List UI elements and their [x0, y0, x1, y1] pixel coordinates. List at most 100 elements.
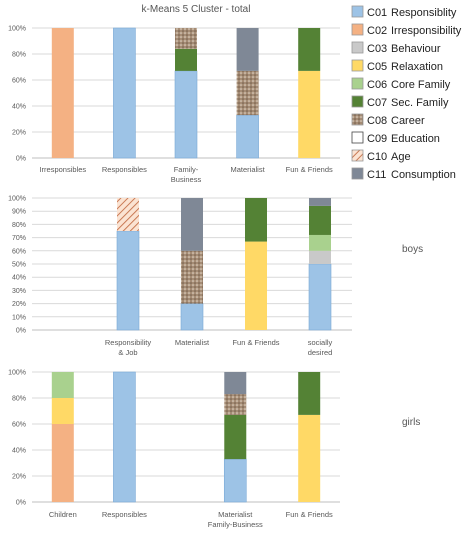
legend-code: C07	[367, 97, 387, 109]
bar-segment-c05	[298, 414, 321, 502]
x-category-label: socially	[308, 338, 333, 347]
legend-label: Career	[391, 115, 425, 127]
bar-segment-c06	[309, 234, 331, 251]
legend-swatch	[351, 131, 364, 144]
chart-panel-2: 0% 10% 20% 30% 40% 50% 60% 70% 80% 90% 100% Respons…	[8, 196, 423, 358]
legend-item-c10: C10 Age	[351, 149, 411, 163]
y-tick-label: 100%	[8, 26, 26, 33]
y-tick-label: 40%	[12, 275, 26, 282]
bar-segment-c01	[113, 27, 136, 159]
chart-title: k-Means 5 Cluster - total	[142, 4, 251, 15]
y-tick-label: 60%	[12, 248, 26, 255]
bar-segment-c11	[236, 28, 259, 71]
x-category-label: Business	[171, 175, 202, 184]
legend-item-c01: C01 Responsiblity	[351, 5, 457, 19]
legend-code: C06	[367, 79, 387, 91]
y-tick-label: 20%	[12, 301, 26, 308]
bar-segment-c01	[223, 458, 247, 503]
legend-swatch	[351, 5, 364, 18]
legend-label: Core Family	[391, 79, 451, 91]
legend-swatch	[351, 59, 364, 72]
chart-panel-3: 0% 20% 40% 60% 80% 100% Children Responsibles Ma…	[8, 370, 420, 530]
y-tick-label: 40%	[12, 104, 26, 111]
y-tick-label: 40%	[12, 448, 26, 455]
bar-segment-c05	[51, 398, 74, 424]
legend-label: Responsiblity	[391, 7, 457, 19]
x-category-label: Irresponsibles	[39, 165, 86, 174]
legend-swatch	[351, 149, 364, 162]
legend-item-c07: C07 Sec. Family	[351, 95, 449, 109]
bar-segment-c08	[236, 70, 259, 116]
bar-segment-c02	[51, 424, 74, 502]
y-tick-label: 0%	[16, 500, 26, 507]
legend-item-c06: C06 Core Family	[351, 77, 451, 91]
legend-code: C08	[367, 115, 387, 127]
y-tick-label: 80%	[12, 52, 26, 59]
legend-code: C01	[367, 7, 387, 19]
bar-segment-c01	[236, 114, 259, 159]
legend-swatch	[351, 167, 364, 180]
y-tick-label: 90%	[12, 209, 26, 216]
bar-segment-c10	[117, 198, 139, 231]
legend-item-c03: C03 Behaviour	[351, 41, 441, 55]
bar-segment-c01	[308, 263, 332, 331]
legend-label: Relaxation	[391, 61, 443, 73]
legend-item-c08: C08 Career	[351, 113, 425, 127]
x-category-label: Responsibles	[102, 510, 147, 519]
legend-swatch	[351, 23, 364, 36]
x-category-label: Materialist	[218, 510, 253, 519]
bar-segment-c08	[224, 394, 247, 415]
chart-panel-1: 0% 20% 40% 60% 80% 100% Irresponsibles Responsi…	[8, 4, 340, 184]
y-tick-label: 20%	[12, 474, 26, 481]
x-category-label: Materialist	[231, 165, 266, 174]
legend-item-c02: C02 Irresponsibility	[351, 23, 462, 37]
bar-segment-c11	[181, 198, 203, 251]
x-category-label: Responsibility	[105, 338, 152, 347]
legend-label: Sec. Family	[391, 97, 449, 109]
legend-code: C05	[367, 61, 387, 73]
bar-segment-c07	[309, 205, 331, 235]
bar-segment-c06	[51, 372, 74, 398]
legend-code: C03	[367, 43, 387, 55]
legend-swatch	[351, 77, 364, 90]
legend-label: Behaviour	[391, 43, 441, 55]
y-tick-label: 100%	[8, 196, 26, 203]
y-tick-label: 60%	[12, 422, 26, 429]
y-tick-label: 30%	[12, 288, 26, 295]
y-tick-label: 0%	[16, 156, 26, 163]
charts-layer: 0% 20% 40% 60% 80% 100% Irresponsibles Responsi…	[8, 4, 423, 529]
y-tick-label: 80%	[12, 396, 26, 403]
y-tick-label: 20%	[12, 130, 26, 137]
y-tick-label: 60%	[12, 78, 26, 85]
bar-segment-c05	[245, 241, 267, 330]
bar-segment-c07	[224, 414, 247, 460]
x-category-label: Responsibles	[102, 165, 147, 174]
legend-item-c05: C05 Relaxation	[351, 59, 443, 73]
legend-swatch	[351, 113, 364, 126]
y-tick-label: 50%	[12, 262, 26, 269]
legend-code: C10	[367, 151, 387, 163]
legend-label: Age	[391, 151, 411, 163]
legend-label: Education	[391, 133, 440, 145]
bar-segment-c11	[224, 372, 247, 395]
y-tick-label: 80%	[12, 222, 26, 229]
legend-label: Consumption	[391, 169, 456, 181]
x-category-label: Fun & Friends	[286, 510, 333, 519]
y-tick-label: 10%	[12, 314, 26, 321]
bar-segment-c07	[298, 28, 321, 71]
x-category-label: Family-	[174, 165, 199, 174]
bar-segment-c03	[309, 250, 331, 264]
legend-swatch	[351, 41, 364, 54]
x-category-label: desired	[308, 348, 333, 357]
y-tick-label: 0%	[16, 328, 26, 335]
x-category-label: Materialist	[175, 338, 210, 347]
legend-code: C02	[367, 25, 387, 37]
panel-side-label: girls	[402, 417, 420, 428]
legend-item-c11: C11 Consumption	[351, 167, 456, 181]
bar-segment-c11	[309, 198, 331, 206]
x-category-label: & Job	[118, 348, 137, 357]
bar-segment-c01	[113, 371, 136, 503]
x-category-label: Fun & Friends	[286, 165, 333, 174]
panel-side-label: boys	[402, 244, 423, 255]
